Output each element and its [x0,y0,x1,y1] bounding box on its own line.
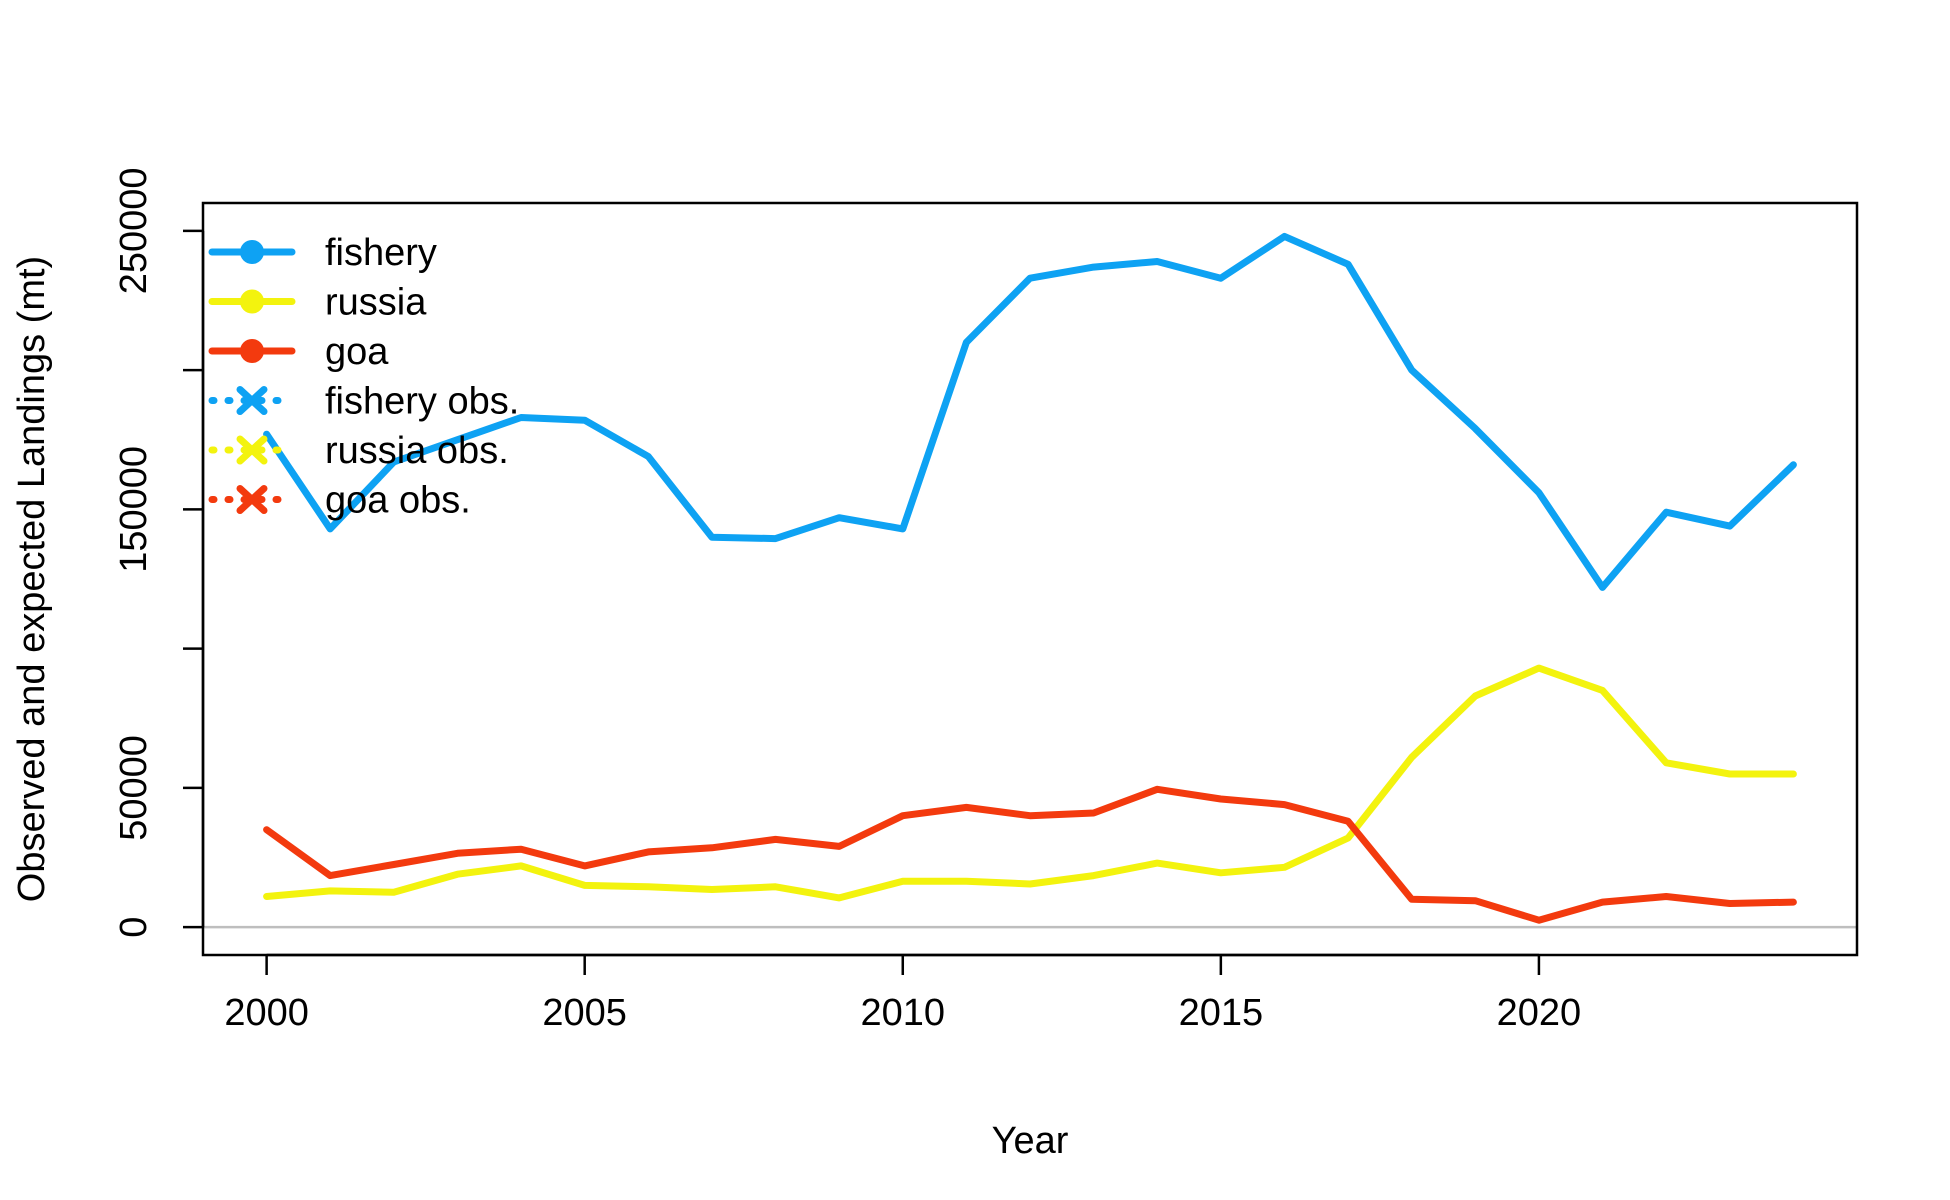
series-line-fishery [263,232,1797,591]
x-tick-label: 2000 [224,992,309,1034]
y-tick-label: 250000 [113,167,155,294]
y-tick-label: 50000 [113,735,155,841]
legend-dot-marker [240,339,264,363]
legend-label: russia obs. [325,430,509,472]
legend-item: fishery obs. [208,381,519,423]
legend-label: goa [325,331,389,373]
legend: fishery russia goa fishery obs. russia obs. g… [208,232,519,522]
legend-cross-marker [236,485,268,514]
legend-label: fishery [325,232,437,274]
legend-item: goa [208,331,389,373]
legend-item: fishery [208,232,437,274]
y-tick-label: 0 [113,917,155,938]
legend-cross-marker [236,435,268,465]
x-tick-label: 2020 [1497,992,1582,1034]
x-tick-label: 2010 [860,992,945,1034]
legend-label: fishery obs. [325,381,519,423]
y-axis: 0 50000 150000 250000 [113,167,205,938]
x-tick-label: 2005 [542,992,627,1034]
x-axis: 2000 2005 2010 2015 2020 [224,953,1582,1034]
x-axis-title: Year [992,1120,1069,1162]
y-tick-label: 150000 [113,446,155,573]
legend-item: russia obs. [208,430,509,472]
legend-label: russia [325,282,427,324]
legend-cross-marker [236,386,268,415]
y-axis-title: Observed and expected Landings (mt) [11,256,53,902]
legend-label: goa obs. [325,480,471,522]
series-line-russia [263,664,1797,902]
legend-item: goa obs. [208,480,471,522]
series-line-goa [263,785,1797,924]
legend-dot-marker [240,289,264,314]
legend-item: russia [208,282,427,324]
plot-lines [203,232,1857,929]
x-tick-label: 2015 [1179,992,1264,1034]
legend-dot-marker [240,240,264,264]
